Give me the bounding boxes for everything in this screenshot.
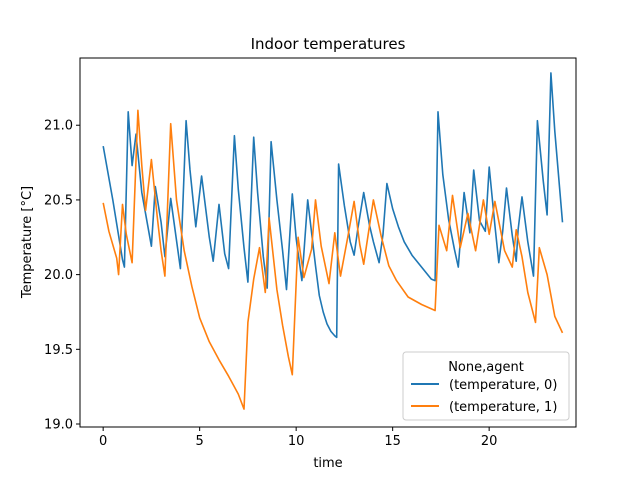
legend-box: [402, 351, 570, 421]
y-tick-label: 20.5: [44, 193, 73, 208]
x-axis-label: time: [313, 456, 342, 471]
y-tick-label: 19.0: [44, 418, 73, 433]
x-tick-label: 15: [384, 434, 401, 449]
plot-area: [102, 72, 564, 410]
y-tick-label: 20.0: [44, 268, 73, 283]
y-axis-label: Temperature [°C]: [20, 186, 35, 299]
legend-title: None,agent: [448, 360, 524, 375]
x-tick-label: 5: [196, 434, 204, 449]
x-tick-label: 10: [288, 434, 305, 449]
legend-label-temperature-0: (temperature, 0): [449, 378, 557, 393]
x-axis: 0 5 10 15 20: [99, 427, 497, 449]
series-line-temperature-1: [102, 109, 564, 410]
legend: None,agent (temperature, 0) (temperature…: [402, 351, 570, 421]
chart-title: Indoor temperatures: [251, 35, 406, 53]
plot-frame: [79, 57, 577, 428]
y-tick-label: 21.0: [44, 119, 73, 134]
y-tick-label: 19.5: [44, 343, 73, 358]
x-tick-label: 20: [481, 434, 498, 449]
x-tick-label: 0: [99, 434, 107, 449]
series-line-temperature-0: [102, 72, 564, 339]
y-axis: 19.0 19.5 20.0 20.5 21.0: [44, 119, 80, 433]
legend-label-temperature-1: (temperature, 1): [449, 400, 557, 415]
